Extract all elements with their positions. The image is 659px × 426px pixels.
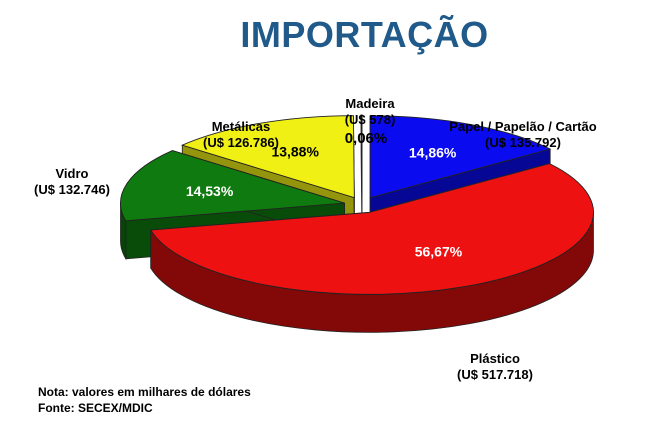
label-vidro-value: (U$ 132.746) <box>34 182 110 197</box>
label-plastico: Plástico (U$ 517.718) <box>440 351 550 383</box>
label-madeira-name: Madeira <box>345 96 395 111</box>
source-note: Fonte: SECEX/MDIC <box>38 401 153 415</box>
pct-label-papel-papelao-cartao: 14,86% <box>409 144 457 160</box>
label-papel-name: Papel / Papelão / Cartão <box>449 119 597 134</box>
pct-label-plastico: 56,67% <box>415 244 463 260</box>
slice-madeira <box>360 114 363 197</box>
slice-papel-papelao-cartao <box>369 115 552 199</box>
label-metalicas-value: (U$ 126.786) <box>203 135 279 150</box>
pct-label-vidro: 14,53% <box>186 183 234 199</box>
pct-label-madeira: 0,06% <box>345 130 388 147</box>
label-papel: Papel / Papelão / Cartão (U$ 135.792) <box>430 119 616 151</box>
label-plastico-name: Plástico <box>470 351 520 366</box>
label-papel-value: (U$ 135.792) <box>485 135 561 150</box>
slice-vidro <box>120 150 345 222</box>
label-metalicas-name: Metálicas <box>211 119 271 134</box>
label-vidro: Vidro (U$ 132.746) <box>24 166 120 198</box>
label-metalicas: Metálicas (U$ 126.786) <box>186 119 296 151</box>
label-madeira: Madeira (U$ 578) <box>330 96 410 128</box>
label-vidro-name: Vidro <box>55 166 89 181</box>
label-madeira-value: (U$ 578) <box>344 112 396 127</box>
slice-metalicas <box>180 115 355 199</box>
slice-plastico <box>150 163 594 295</box>
chart-title: IMPORTAÇÃO <box>240 14 489 55</box>
pct-label-metalicas: 13,88% <box>271 144 319 160</box>
unit-note: Nota: valores em milhares de dólares <box>38 385 251 399</box>
label-plastico-value: (U$ 517.718) <box>457 367 533 382</box>
